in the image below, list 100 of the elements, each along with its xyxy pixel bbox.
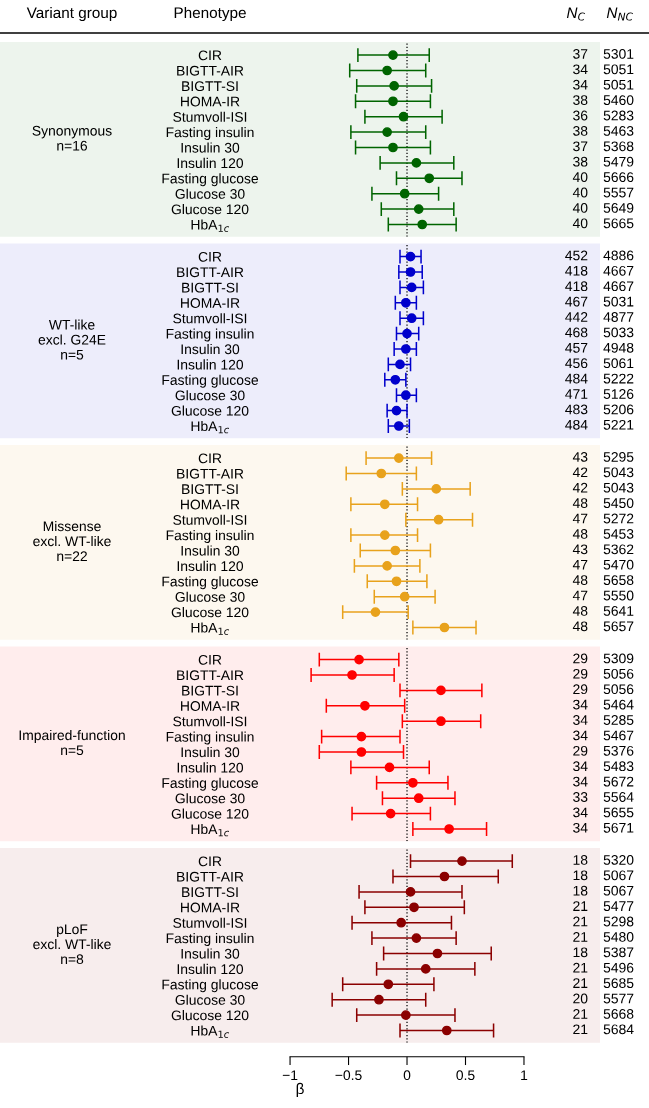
annotation: 33: [573, 792, 588, 802]
text: 5649: [603, 202, 634, 213]
category-label: Stumvoll-ISI: [173, 716, 247, 727]
text: 5206: [603, 404, 634, 415]
annotation: 43: [572, 544, 588, 555]
category-label: Insulin 30: [181, 948, 240, 959]
text: 5450: [603, 498, 634, 509]
category-label: BIGTT-SI: [182, 887, 238, 898]
text: 5067: [603, 870, 634, 881]
category-label: Stumvoll-ISI: [173, 111, 247, 122]
text: 5285: [603, 715, 634, 725]
text: 5666: [603, 172, 634, 183]
text: 5467: [603, 730, 634, 741]
annotation: 21: [573, 1024, 588, 1035]
category-label: BIGTT-AIR: [177, 871, 244, 882]
annotation: 442: [565, 312, 588, 322]
category-label: Glucose 120: [171, 204, 249, 215]
text: 5564: [603, 792, 634, 802]
annotation: 34: [573, 730, 588, 741]
text: 4667: [603, 265, 634, 276]
annotation: 48: [572, 498, 588, 509]
annotation: 36: [573, 110, 588, 121]
text: 4667: [603, 281, 634, 292]
text: 5655: [603, 807, 634, 818]
annotation: 42: [572, 467, 588, 478]
category-label: Glucose 120: [171, 1010, 249, 1021]
category-label: Stumvoll-ISI: [173, 313, 247, 324]
y-axis-title: Synonymous n=16: [32, 125, 112, 151]
annotation: 484: [565, 419, 588, 430]
category-label: BIGTT-SI: [182, 282, 238, 293]
category-label: Fasting insulin: [166, 328, 254, 342]
category-label: Insulin 120: [177, 762, 244, 773]
annotation: 38: [573, 156, 588, 167]
text: 5368: [603, 141, 634, 152]
annotation: 47: [572, 590, 588, 601]
category-label: CIR: [198, 50, 222, 61]
annotation: 456: [565, 358, 588, 369]
annotation: 34: [573, 699, 588, 710]
annotation: 34: [573, 79, 588, 90]
category-label: Glucose 30: [175, 591, 245, 602]
annotation: 34: [573, 761, 588, 772]
text: 5221: [603, 419, 634, 430]
category-label: Fasting insulin: [166, 127, 254, 140]
category-label: HOMA-IR: [181, 499, 240, 510]
category-label: Insulin 30: [181, 343, 240, 355]
category-label: BIGTT-AIR: [177, 65, 244, 76]
annotation: 38: [573, 125, 588, 136]
annotation: 47: [572, 513, 588, 524]
text: 5685: [603, 978, 634, 989]
text: 5463: [603, 125, 634, 136]
annotation: 40: [572, 187, 588, 198]
annotation: 48: [572, 575, 588, 586]
category-label: HOMA-IR: [181, 902, 240, 913]
annotation: 43: [572, 451, 588, 462]
category-label: Fasting glucose: [162, 173, 259, 187]
annotation: 29: [573, 745, 588, 756]
category-label: Insulin 120: [177, 359, 244, 370]
text: 5668: [603, 1008, 634, 1019]
category-label: CIR: [198, 453, 222, 464]
category-label: Stumvoll-ISI: [173, 514, 247, 525]
category-label: BIGTT-AIR: [177, 267, 244, 278]
x-tick-label: −0.5: [335, 1070, 362, 1081]
category-label: Fasting glucose: [162, 576, 259, 590]
text: 5272: [603, 513, 634, 524]
text: 5483: [603, 761, 634, 772]
x-axis-title: β: [296, 1082, 304, 1098]
text: 5658: [603, 575, 634, 586]
x-tick-label: −1: [282, 1070, 298, 1080]
annotation: 467: [565, 296, 588, 307]
category-label: BIGTT-AIR: [177, 468, 244, 479]
category-label: Fasting glucose: [162, 374, 259, 388]
text: 5480: [603, 931, 634, 942]
category-label: Glucose 30: [175, 188, 245, 199]
text: N$_{C}$: [566, 7, 586, 21]
category-label: Insulin 30: [181, 142, 240, 153]
text: 5301: [603, 48, 634, 59]
category-label: Glucose 120: [171, 607, 249, 618]
annotation: 37: [573, 141, 588, 152]
text: 4886: [603, 250, 634, 261]
text: 5031: [603, 296, 634, 307]
text: 5477: [603, 901, 634, 912]
text: 5496: [603, 962, 634, 973]
annotation: 18: [573, 870, 588, 881]
category-label: HbA$_{1c}$: [191, 420, 229, 434]
text: 5641: [603, 605, 634, 616]
text: 5362: [603, 544, 634, 555]
annotation: 34: [573, 64, 588, 75]
annotation: 21: [573, 962, 588, 973]
annotation: 21: [573, 931, 588, 942]
text: 5067: [603, 885, 634, 896]
text: 5453: [603, 528, 634, 539]
annotation: 37: [573, 48, 588, 59]
category-label: Glucose 120: [171, 405, 249, 416]
category-label: Glucose 30: [175, 390, 245, 401]
text: 5479: [603, 156, 634, 167]
category-label: Glucose 30: [175, 994, 245, 1005]
annotation: 18: [573, 854, 588, 865]
annotation: 468: [565, 327, 588, 338]
annotation: 471: [565, 389, 588, 399]
annotation: 40: [572, 218, 588, 229]
